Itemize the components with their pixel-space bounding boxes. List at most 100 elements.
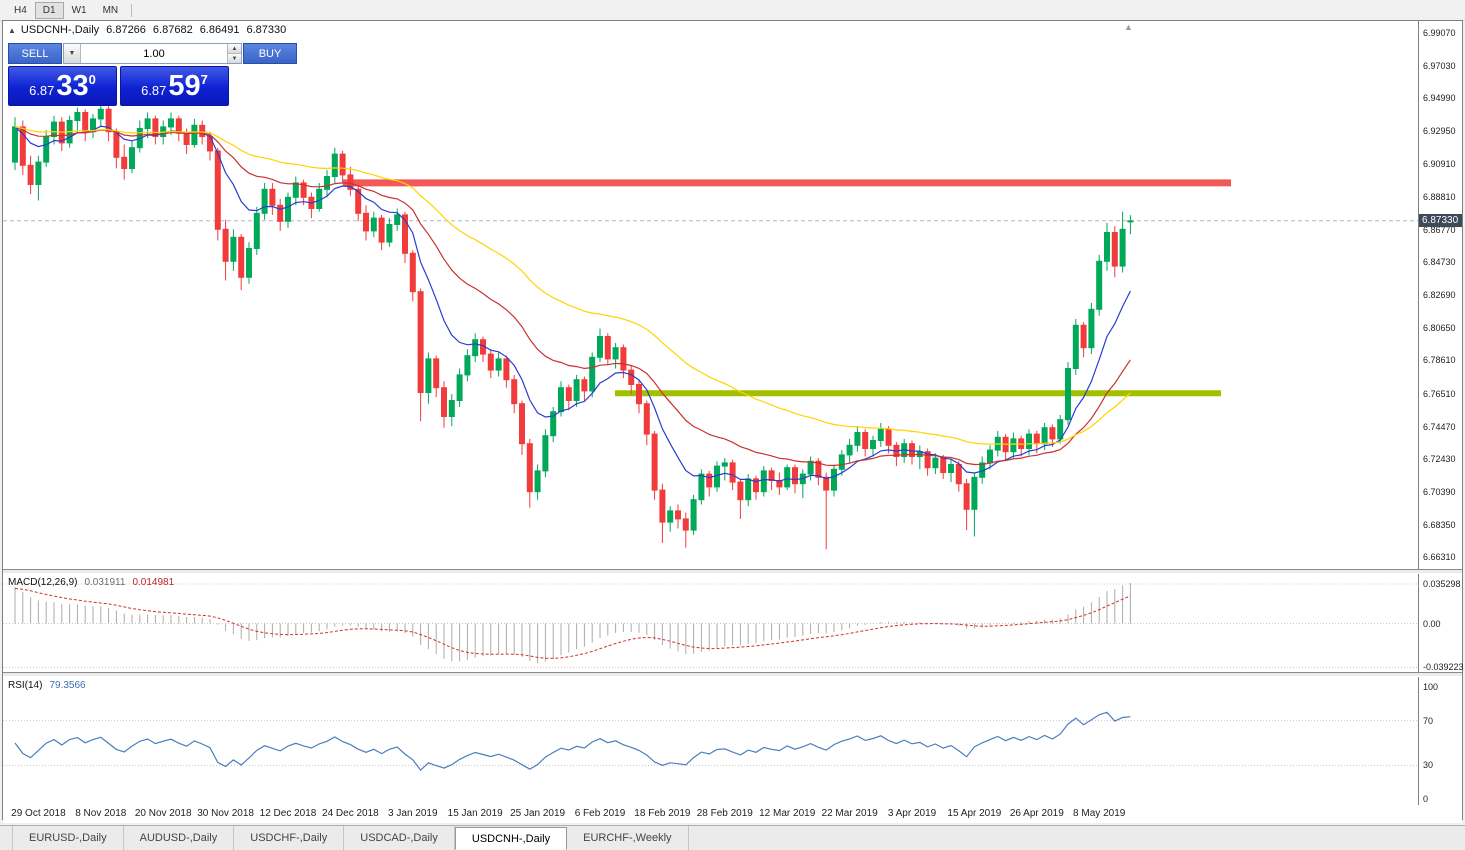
macd-axis-label: 0.00 xyxy=(1423,618,1441,629)
toolbar-separator xyxy=(131,3,133,17)
main-chart-pane: ▲ USDCNH-,Daily 6.87266 6.87682 6.86491 … xyxy=(3,21,1462,569)
date-axis: 29 Oct 2018 8 Nov 2018 20 Nov 2018 30 Nov 2… xyxy=(3,805,1462,823)
volume-increase-button[interactable]: ▲ xyxy=(228,44,241,53)
price-axis-label: 6.72430 xyxy=(1423,454,1456,465)
buy-price-prefix: 6.87 xyxy=(141,82,167,98)
volume-input[interactable] xyxy=(81,44,227,63)
rsi-axis: 100 70 30 0 xyxy=(1418,677,1462,805)
volume-spinner: ▲ ▼ xyxy=(227,44,241,63)
current-price-tag: 6.87330 xyxy=(1419,213,1462,227)
sell-price-sup: 0 xyxy=(88,72,96,87)
rsi-axis-label: 100 xyxy=(1423,682,1439,692)
sell-price-prefix: 6.87 xyxy=(29,82,55,98)
tab-eurchf-weekly[interactable]: EURCHF-,Weekly xyxy=(567,826,689,850)
buy-price-big: 59 xyxy=(168,69,201,102)
macd-axis-label: 0.035298 xyxy=(1423,579,1461,589)
tab-usdchf-daily[interactable]: USDCHF-,Daily xyxy=(234,826,345,850)
price-axis-label: 6.84730 xyxy=(1423,257,1456,268)
date-axis-label: 26 Apr 2019 xyxy=(1009,808,1064,819)
date-axis-label: 12 Mar 2019 xyxy=(759,808,816,819)
macd-label: MACD(12,26,9) 0.031911 0.014981 xyxy=(8,577,174,588)
chart-shift-marker-icon: ▲ xyxy=(1124,22,1133,32)
pane-splitter[interactable] xyxy=(3,672,1462,677)
tab-usdcnh-daily[interactable]: USDCNH-,Daily xyxy=(454,827,568,850)
macd-value-main: 0.031911 xyxy=(84,577,126,588)
macd-axis-label: -0.039223 xyxy=(1423,662,1464,673)
sell-price-button[interactable]: 6.87 33 0 xyxy=(8,66,117,106)
price-axis-label: 6.68350 xyxy=(1423,519,1456,530)
price-axis-label: 6.97030 xyxy=(1423,60,1456,71)
rsi-canvas[interactable] xyxy=(3,677,1418,805)
date-axis-label: 15 Apr 2019 xyxy=(947,808,1002,819)
tab-usdcad-daily[interactable]: USDCAD-,Daily xyxy=(344,826,455,850)
one-click-toggle-button[interactable]: ▲ xyxy=(8,25,16,35)
buy-price-sup: 7 xyxy=(200,72,208,87)
chart-title: ▲ USDCNH-,Daily 6.87266 6.87682 6.86491 … xyxy=(8,24,286,36)
timeframe-w1-button[interactable]: W1 xyxy=(71,4,87,16)
rsi-axis-label: 0 xyxy=(1423,794,1429,804)
sell-button[interactable]: SELL xyxy=(8,43,62,64)
sell-price-big: 33 xyxy=(56,69,89,102)
macd-canvas[interactable] xyxy=(3,574,1418,672)
pane-splitter[interactable] xyxy=(3,569,1462,574)
macd-axis: 0.035298 0.00 -0.039223 xyxy=(1418,574,1464,673)
chart-window: ▲ USDCNH-,Daily 6.87266 6.87682 6.86491 … xyxy=(2,20,1464,823)
macd-plot[interactable]: MACD(12,26,9) 0.031911 0.014981 xyxy=(3,574,1418,672)
ohlc-close: 6.87330 xyxy=(246,24,287,36)
price-axis-label: 6.70390 xyxy=(1423,486,1456,497)
price-axis-label: 6.86770 xyxy=(1423,224,1456,235)
date-axis-label: 12 Dec 2018 xyxy=(259,808,317,819)
rsi-axis-label: 30 xyxy=(1423,760,1434,771)
price-axis-label: 6.78610 xyxy=(1423,355,1456,366)
date-axis-label: 3 Apr 2019 xyxy=(887,808,937,819)
rsi-pane: RSI(14) 79.3566 100 70 30 0 xyxy=(3,677,1462,805)
price-axis-label: 6.92950 xyxy=(1423,125,1456,136)
ohlc-high: 6.87682 xyxy=(152,24,193,36)
rsi-value: 79.3566 xyxy=(49,680,86,691)
date-axis-label: 30 Nov 2018 xyxy=(197,808,254,819)
rsi-name: RSI(14) xyxy=(8,680,43,691)
timeframe-d1-button[interactable]: D1 xyxy=(34,1,64,19)
price-axis-label: 6.94990 xyxy=(1423,93,1456,104)
date-axis-label: 22 Mar 2019 xyxy=(821,808,878,819)
macd-pane: MACD(12,26,9) 0.031911 0.014981 0.035298… xyxy=(3,574,1464,673)
ohlc-low: 6.86491 xyxy=(199,24,240,36)
date-axis-label: 18 Feb 2019 xyxy=(634,808,691,819)
buy-button[interactable]: BUY xyxy=(243,43,297,64)
date-axis-label: 28 Feb 2019 xyxy=(696,808,753,819)
buy-price-button[interactable]: 6.87 59 7 xyxy=(120,66,229,106)
rsi-label: RSI(14) 79.3566 xyxy=(8,680,86,691)
price-axis-label: 6.80650 xyxy=(1423,322,1456,333)
macd-name: MACD(12,26,9) xyxy=(8,577,78,588)
price-axis-label: 6.88810 xyxy=(1423,192,1456,203)
rsi-plot[interactable]: RSI(14) 79.3566 xyxy=(3,677,1418,805)
price-axis-label: 6.99070 xyxy=(1423,28,1456,38)
ohlc-open: 6.87266 xyxy=(106,24,146,36)
date-axis-label: 24 Dec 2018 xyxy=(322,808,379,819)
price-axis-label: 6.74470 xyxy=(1423,421,1456,432)
date-axis-label: 8 May 2019 xyxy=(1073,808,1126,819)
price-chart-canvas[interactable] xyxy=(3,21,1418,569)
chart-tab-bar: EURUSD-,Daily AUDUSD-,Daily USDCHF-,Daily U… xyxy=(0,825,1465,850)
date-axis-label: 3 Jan 2019 xyxy=(388,808,438,819)
price-axis-label: 6.90910 xyxy=(1423,158,1456,169)
price-axis-label: 6.82690 xyxy=(1423,290,1456,301)
timeframe-mn-button[interactable]: MN xyxy=(102,4,119,16)
date-axis-label: 29 Oct 2018 xyxy=(11,808,66,819)
timeframe-toolbar: H4 D1 W1 MN xyxy=(0,0,1465,21)
volume-field: ▼ ▲ ▼ xyxy=(63,43,242,64)
date-axis-label: 20 Nov 2018 xyxy=(134,808,192,819)
volume-decrease-button[interactable]: ▼ xyxy=(228,53,241,63)
price-plot[interactable]: ▲ USDCNH-,Daily 6.87266 6.87682 6.86491 … xyxy=(3,21,1418,569)
chart-symbol-label: USDCNH-,Daily xyxy=(20,24,100,36)
date-axis-label: 15 Jan 2019 xyxy=(447,808,503,819)
timeframe-h4-button[interactable]: H4 xyxy=(14,4,27,16)
tab-audusd-daily[interactable]: AUDUSD-,Daily xyxy=(124,826,235,850)
price-axis-label: 6.66310 xyxy=(1423,552,1456,563)
date-axis-label: 6 Feb 2019 xyxy=(574,808,626,819)
one-click-trading-panel: SELL ▼ ▲ ▼ BUY 6.87 xyxy=(8,43,297,106)
rsi-axis-label: 70 xyxy=(1423,715,1434,726)
volume-dropdown-button[interactable]: ▼ xyxy=(64,44,81,63)
date-axis-label: 8 Nov 2018 xyxy=(75,808,127,819)
tab-eurusd-daily[interactable]: EURUSD-,Daily xyxy=(12,826,124,850)
